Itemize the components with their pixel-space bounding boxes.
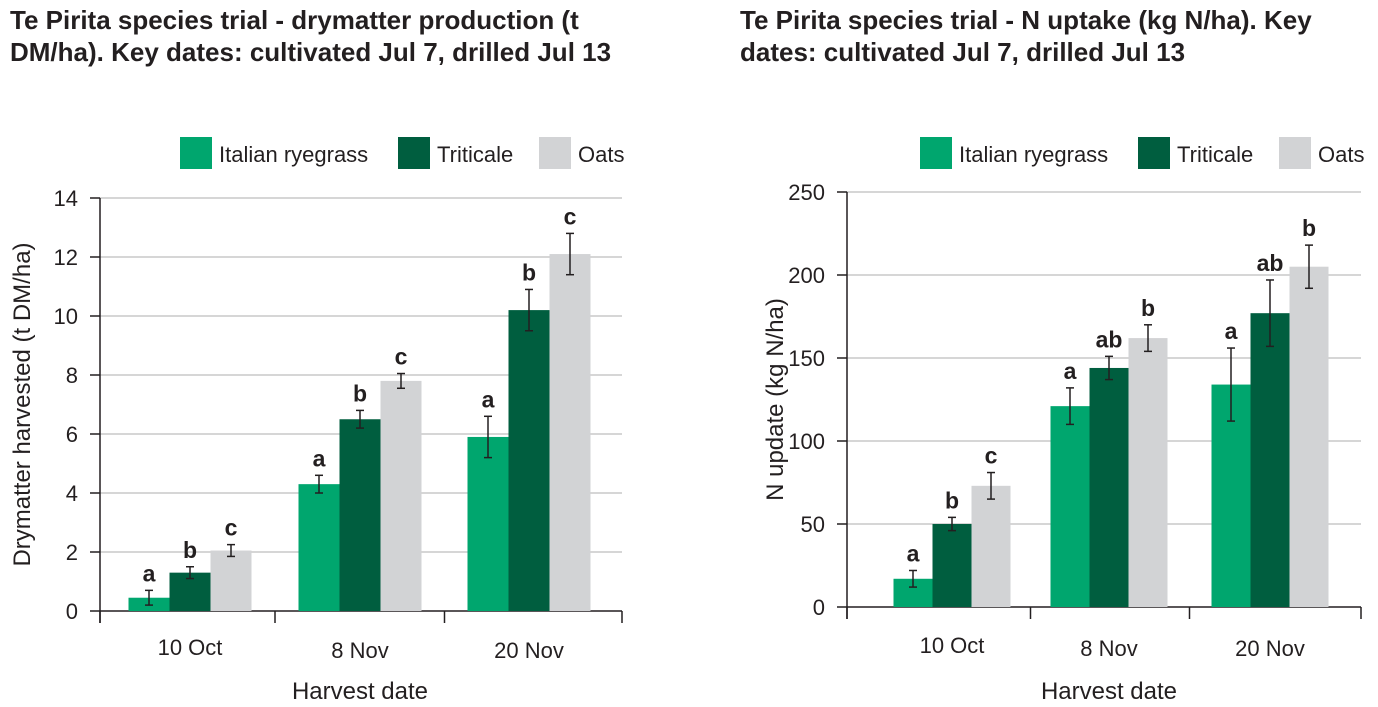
bar	[549, 254, 591, 612]
error-bar	[909, 569, 917, 588]
y-axis-title: N update (kg N/ha)	[762, 298, 789, 501]
chart-title-n-uptake: Te Pirita species trial - N uptake (kg N…	[740, 5, 1312, 67]
x-tick-label: 20 Nov	[494, 638, 564, 663]
y-tick-label: 0	[813, 595, 825, 620]
significance-label: ab	[1096, 326, 1123, 352]
significance-label: ab	[1257, 250, 1284, 276]
x-axis-title: Harvest date	[292, 678, 428, 705]
legend-label: Oats	[1318, 142, 1364, 167]
x-tick-label: 20 Nov	[1235, 636, 1305, 661]
y-tick-label: 200	[788, 263, 825, 288]
bar	[1089, 367, 1129, 607]
bar	[971, 485, 1011, 607]
legend-label: Oats	[578, 142, 624, 167]
error-bar	[484, 415, 492, 459]
error-bar	[1066, 387, 1074, 426]
y-tick-label: 2	[66, 540, 78, 565]
legend-swatch	[539, 137, 571, 169]
bar	[210, 550, 252, 611]
significance-label: a	[143, 560, 156, 586]
error-bar	[315, 474, 323, 494]
y-tick-label: 250	[788, 180, 825, 205]
error-bar	[1227, 347, 1235, 422]
bar	[1128, 338, 1168, 607]
dry-matter-chart: 0 2 4 6 8 10 12 14 10 Oct 8 Nov 20 Nov a a a b b b c c c Ita…	[9, 137, 624, 705]
y-tick-label: 0	[66, 599, 78, 624]
bar	[380, 380, 422, 611]
error-bar	[1266, 279, 1274, 348]
y-tick-label: 150	[788, 346, 825, 371]
legend-swatch	[180, 137, 212, 169]
y-tick-label: 8	[66, 363, 78, 388]
significance-label: c	[395, 344, 408, 370]
bar	[339, 419, 381, 611]
y-tick-label: 14	[54, 186, 78, 211]
y-tick-label: 4	[66, 481, 78, 506]
legend-label: Triticale	[437, 142, 513, 167]
error-bar	[948, 516, 956, 532]
legend-label: Italian ryegrass	[219, 142, 368, 167]
bar	[298, 484, 340, 611]
error-bar	[1305, 244, 1313, 290]
chart-title-dry-matter: Te Pirita species trial - drymatter prod…	[10, 5, 612, 67]
x-tick-label: 10 Oct	[158, 635, 223, 660]
legend-swatch	[920, 137, 952, 169]
error-bar	[1144, 324, 1152, 353]
significance-label: a	[1064, 358, 1077, 384]
legend-swatch	[1279, 137, 1311, 169]
bar	[1050, 406, 1090, 607]
significance-label: b	[945, 487, 959, 513]
y-tick-label: 6	[66, 422, 78, 447]
y-tick-label: 50	[801, 512, 825, 537]
bar	[508, 310, 550, 611]
error-bar	[227, 543, 235, 558]
error-bar	[566, 232, 574, 276]
bar	[1289, 266, 1329, 607]
significance-label: c	[985, 443, 998, 469]
significance-label: c	[564, 203, 577, 229]
x-tick-label: 8 Nov	[1080, 636, 1137, 661]
legend-label: Italian ryegrass	[959, 142, 1108, 167]
x-tick-label: 8 Nov	[331, 638, 388, 663]
legend-swatch	[1138, 137, 1170, 169]
legend-label: Triticale	[1177, 142, 1253, 167]
significance-label: a	[313, 445, 326, 471]
y-tick-label: 100	[788, 429, 825, 454]
significance-label: a	[907, 540, 920, 566]
error-bar	[356, 409, 364, 429]
error-bar	[987, 471, 995, 500]
x-tick-label: 10 Oct	[920, 633, 985, 658]
significance-label: c	[225, 515, 238, 541]
bar	[1250, 313, 1290, 607]
y-tick-label: 12	[54, 245, 78, 270]
significance-label: b	[1141, 295, 1155, 321]
significance-label: a	[1225, 318, 1238, 344]
error-bar	[525, 288, 533, 332]
significance-label: a	[482, 386, 495, 412]
significance-label: b	[353, 380, 367, 406]
bar	[932, 524, 972, 607]
y-tick-label: 10	[54, 304, 78, 329]
legend-swatch	[398, 137, 430, 169]
bar	[467, 436, 509, 611]
significance-label: b	[183, 537, 197, 563]
error-bar	[186, 566, 194, 580]
y-axis-title: Drymatter harvested (t DM/ha)	[9, 242, 36, 566]
error-bar	[397, 372, 405, 390]
x-axis-title: Harvest date	[1041, 678, 1177, 705]
error-bar	[1105, 355, 1113, 381]
significance-label: b	[1302, 215, 1316, 241]
significance-label: b	[522, 259, 536, 285]
error-bar	[145, 589, 153, 606]
